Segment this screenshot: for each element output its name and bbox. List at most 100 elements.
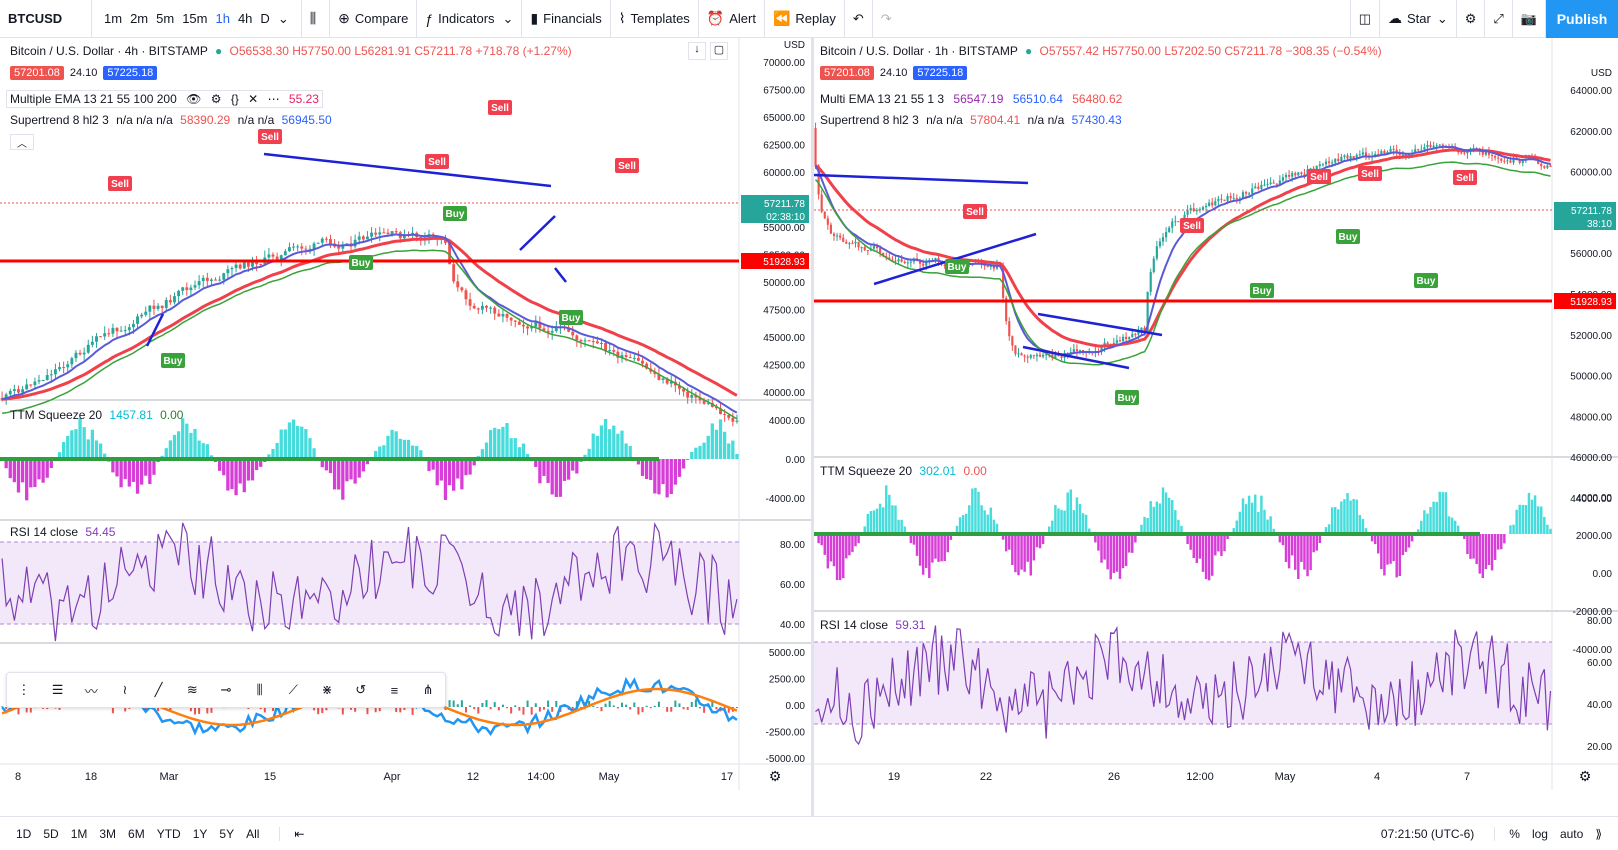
squeeze-bar [1177, 519, 1180, 534]
redo-button[interactable]: ↷ [873, 0, 900, 38]
tf-15m[interactable]: 15m [182, 11, 208, 26]
tf-4h[interactable]: 4h [237, 11, 253, 26]
candle-body [661, 378, 665, 380]
range-all[interactable]: All [246, 826, 260, 841]
squeeze-bar [464, 459, 468, 476]
goto-date-icon[interactable]: ⇤ [279, 826, 310, 841]
snapshot-button[interactable]: 📷 [1513, 0, 1546, 38]
financials-button[interactable]: ▮ Financials [522, 0, 611, 38]
candle-body [300, 246, 304, 249]
left-ema-legend[interactable]: Multiple EMA 13 21 55 100 200 👁 ⚙ {} ✕ ⋯… [6, 90, 323, 108]
squeeze-bar [205, 444, 209, 459]
fib-retracement-icon[interactable]: ≋ [186, 682, 198, 697]
squeeze-bar [1441, 492, 1445, 534]
macd-histogram-bar [350, 707, 353, 710]
settings-button[interactable]: ⚙ [1457, 0, 1486, 38]
eye-icon[interactable]: 👁 [186, 92, 202, 106]
squeeze-bar [542, 459, 546, 476]
maximize-icon[interactable]: ▢ [710, 42, 728, 60]
close-icon[interactable]: ✕ [248, 92, 259, 106]
arrow-down-icon[interactable]: ↓ [688, 42, 706, 60]
tf-d[interactable]: D [260, 11, 270, 26]
templates-button[interactable]: ⌇ Templates [611, 0, 699, 38]
trend-line-icon[interactable]: ╱ [154, 682, 163, 697]
candle-body [903, 261, 906, 264]
range-5d[interactable]: 5D [43, 826, 59, 841]
range-3m[interactable]: 3M [99, 826, 117, 841]
elliott-wave-icon[interactable]: 〰 [84, 683, 98, 699]
line-tool-icon[interactable]: ⟋ [288, 682, 298, 697]
gear-icon[interactable]: ⚙ [210, 92, 222, 106]
squeeze-bar [1330, 507, 1334, 534]
squeeze-bar [690, 451, 694, 459]
chart-type-button[interactable]: ⫼ [302, 0, 331, 38]
pattern-icon[interactable]: ⋇ [321, 682, 333, 697]
right-chart-pane[interactable]: 64000.0062000.0060000.0058000.0056000.00… [814, 38, 1618, 816]
range-1m[interactable]: 1M [70, 826, 88, 841]
symbol-search[interactable]: BTCUSD [0, 0, 92, 38]
compare-button[interactable]: ⊕ Compare [330, 0, 418, 38]
candle-body [255, 261, 259, 265]
macd-histogram-bar [272, 707, 275, 711]
save-layout-button[interactable]: ☁ Star ⌄ [1380, 0, 1457, 38]
macd-histogram-bar [460, 700, 463, 707]
log-scale-toggle[interactable]: log [1531, 826, 1548, 841]
range-1y[interactable]: 1Y [192, 826, 208, 841]
percent-scale-toggle[interactable]: % [1494, 826, 1526, 841]
candle-body [144, 311, 148, 315]
bid-price[interactable]: 57201.08 [10, 66, 64, 80]
collapse-legend-button[interactable]: ︿ [10, 134, 34, 150]
auto-scale-toggle[interactable]: auto [1559, 826, 1584, 841]
horizontal-ray-icon[interactable]: ⊸ [220, 682, 232, 697]
squeeze-bar [1306, 534, 1309, 577]
candle-body [832, 233, 836, 237]
squeeze-bar [246, 459, 251, 481]
chevron-down-icon[interactable]: ⌄ [277, 10, 289, 26]
squeeze-bar [534, 459, 538, 467]
ask-price[interactable]: 57225.18 [913, 66, 968, 80]
range-6m[interactable]: 6M [128, 826, 145, 841]
source-code-icon[interactable]: {} [230, 92, 239, 106]
right-chart-canvas[interactable]: 64000.0062000.0060000.0058000.0056000.00… [814, 38, 1618, 816]
fullscreen-button[interactable]: ⤢ [1485, 0, 1513, 38]
publish-button[interactable]: Publish [1546, 0, 1618, 38]
tf-5m[interactable]: 5m [156, 11, 175, 26]
parallel-channel-icon[interactable]: ≡ [390, 682, 399, 698]
ask-price[interactable]: 57225.18 [103, 66, 158, 80]
scroll-to-end-icon[interactable]: ⟫ [1595, 826, 1602, 841]
time-axis-tick: 15 [264, 771, 276, 783]
clock-time[interactable]: 07:21:50 (UTC-6) [1380, 826, 1475, 841]
range-1d[interactable]: 1D [16, 826, 32, 841]
range-ytd[interactable]: YTD [156, 826, 181, 841]
candle-body [115, 327, 119, 332]
squeeze-bar [934, 534, 937, 559]
bid-price[interactable]: 57201.08 [820, 66, 874, 80]
abc-wave-icon[interactable]: ≀ [122, 682, 128, 697]
candle-body [1072, 349, 1075, 353]
range-5y[interactable]: 5Y [219, 826, 235, 841]
indicators-button[interactable]: ƒ Indicators ⌄ [417, 0, 523, 38]
tf-2m[interactable]: 2m [130, 11, 149, 26]
buy-signal [1250, 283, 1274, 298]
undo-button[interactable]: ↶ [845, 0, 873, 38]
vertical-lines-icon[interactable]: ⫼ [256, 682, 263, 697]
more-icon[interactable]: ⋯ [267, 92, 280, 106]
drag-handle-icon[interactable]: ⋮ [17, 682, 31, 697]
candle-body [943, 264, 946, 266]
alert-button[interactable]: ⏰ Alert [699, 0, 765, 38]
pane-divider[interactable] [811, 38, 814, 816]
squeeze-bar [1014, 534, 1017, 573]
left-chart-canvas[interactable]: 70000.00 67500.00 65000.00 62500.00 60000.00… [0, 38, 811, 816]
horizontal-lines-icon[interactable]: ☰ [51, 682, 64, 697]
pitchfork-icon[interactable]: ⋔ [422, 682, 434, 697]
tf-1h[interactable]: 1h [215, 11, 230, 26]
squeeze-bar [324, 459, 329, 471]
macd-histogram-bar [501, 704, 504, 707]
fib-spiral-icon[interactable]: ↺ [355, 682, 367, 697]
replay-button[interactable]: ⏪ Replay [765, 0, 845, 38]
templates-icon: ⌇ [618, 10, 626, 26]
tf-1m[interactable]: 1m [104, 11, 123, 26]
right-chart-title: Bitcoin / U.S. Dollar · 1h · BITSTAMP [820, 44, 1018, 58]
squeeze-bar [727, 443, 731, 459]
layout-select-button[interactable]: ◫ [1349, 0, 1380, 38]
